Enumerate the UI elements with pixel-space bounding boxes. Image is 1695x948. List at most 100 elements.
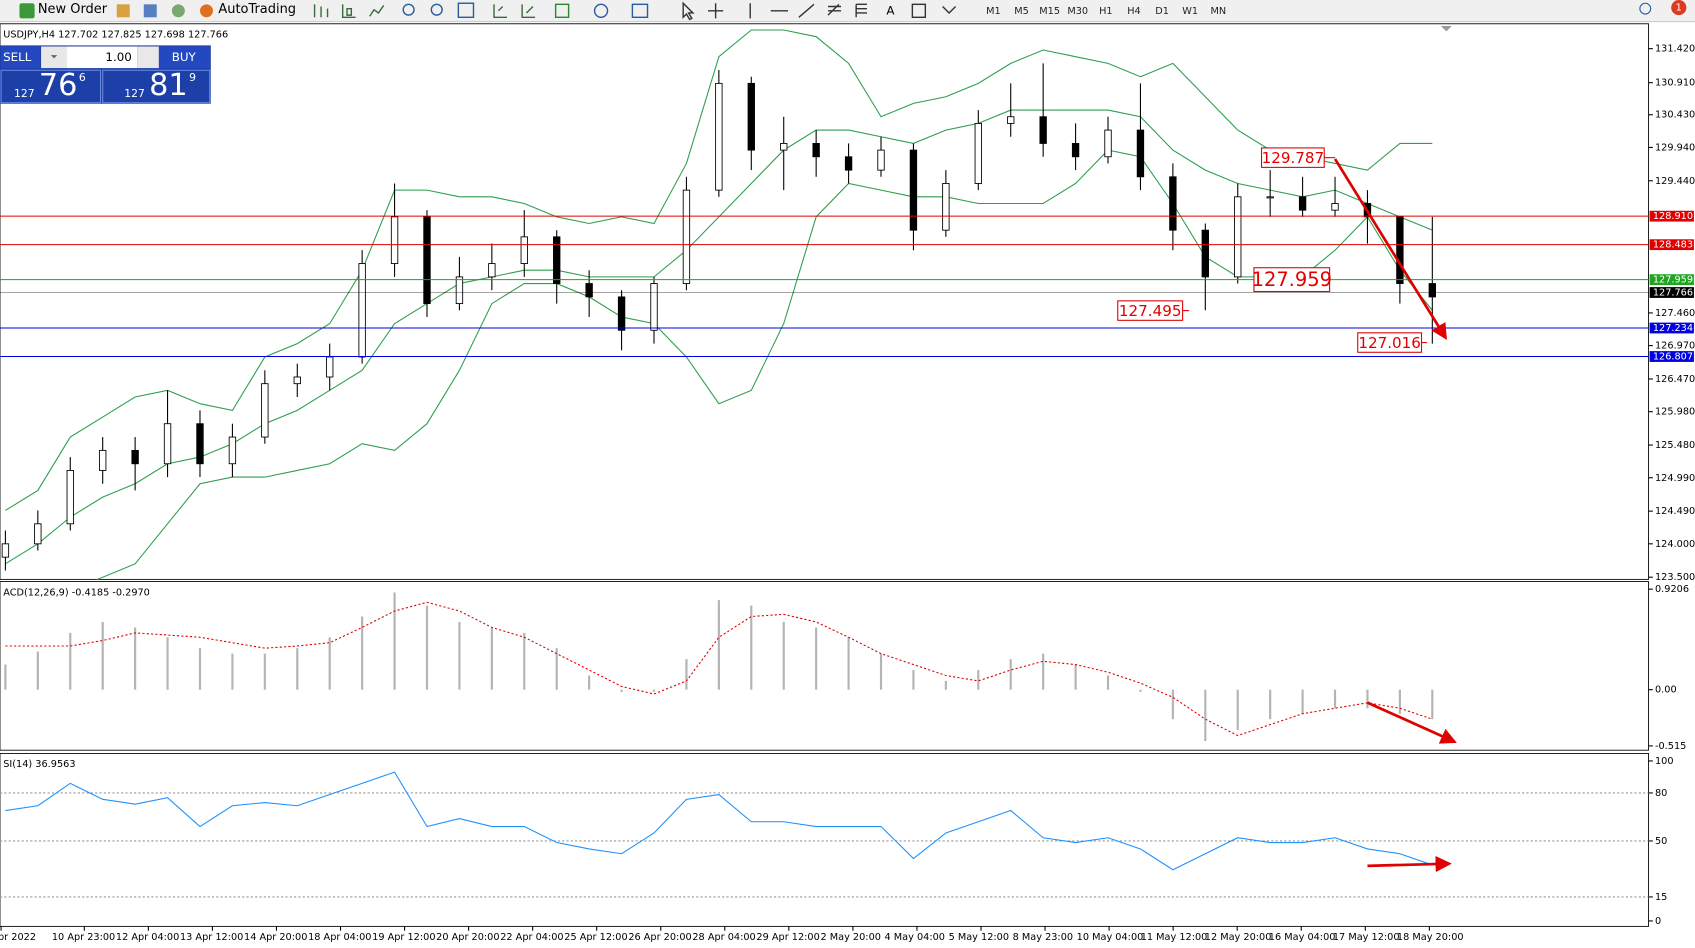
x-tick-label: 12 Apr 04:00 [116, 932, 179, 943]
scroll-icon[interactable] [493, 4, 507, 18]
notification-badge[interactable] [1671, 0, 1687, 16]
macd-bar [361, 616, 364, 690]
price-level-label: 126.807 [1653, 352, 1693, 363]
price-level-label: 127.959 [1653, 275, 1693, 286]
buy-button[interactable] [158, 46, 210, 69]
y-tick-label: 126.470 [1655, 374, 1695, 385]
x-tick-label: 22 Apr 04:00 [500, 932, 563, 943]
annotation-label: 129.787 [1262, 149, 1325, 167]
candle-body [747, 82, 755, 151]
macd-bar [1301, 689, 1304, 714]
toolbar [0, 0, 1695, 22]
macd-bar [1042, 653, 1045, 690]
cursor-icon[interactable] [682, 1, 695, 21]
candle-body [553, 236, 561, 285]
sell-price-big[interactable]: 127 [14, 87, 35, 100]
timeframe-bar: M1 M5 M15 M30 H1 H4 D1 W1 MN [986, 6, 1226, 17]
buy-label[interactable]: BUY [172, 50, 197, 64]
lot-spinner[interactable] [137, 46, 159, 69]
timeframe-button[interactable]: M30 [1067, 6, 1088, 17]
crosshair-icon[interactable] [708, 3, 724, 19]
tile-icon[interactable] [457, 2, 475, 18]
text-label-icon[interactable] [911, 3, 927, 18]
price-level-label: 127.234 [1653, 323, 1693, 334]
dropdown-arrow [50, 55, 58, 59]
timeframe-button[interactable]: H4 [1127, 6, 1141, 17]
y-tick-label: 0.9206 [1655, 584, 1689, 595]
lot-input[interactable] [67, 46, 138, 69]
buy-price-pips[interactable]: 81 [149, 68, 188, 103]
x-tick-label: 18 May 20:00 [1397, 932, 1464, 943]
candle-body [66, 469, 74, 525]
shapes-icon[interactable] [942, 5, 957, 14]
periods-icon[interactable] [593, 3, 609, 18]
toolbar-icon[interactable] [171, 4, 185, 18]
candle-body [1104, 129, 1112, 158]
y-tick-label: 125.480 [1655, 440, 1695, 451]
timeframe-button[interactable]: H1 [1099, 6, 1113, 17]
x-tick-label: 13 Apr 12:00 [180, 932, 243, 943]
sell-price-frac[interactable]: 6 [79, 71, 86, 84]
sell-price-box[interactable] [0, 69, 102, 104]
buy-price-box[interactable] [102, 69, 211, 104]
y-tick-label: 100 [1655, 756, 1674, 767]
bar-chart-icon[interactable] [313, 4, 329, 18]
shift-icon[interactable] [521, 4, 536, 18]
candle-body [99, 449, 107, 471]
macd-bar [912, 670, 915, 690]
autotrading-button[interactable]: AutoTrading [218, 2, 296, 17]
buy-price-frac[interactable]: 9 [189, 71, 196, 84]
candle-body [1201, 229, 1209, 278]
candle-body [909, 149, 918, 231]
candle-body [585, 283, 593, 298]
toolbar-icon[interactable] [143, 4, 157, 18]
panel-content [1, 29, 1436, 580]
indicator-title: ACD(12,26,9) -0.4185 -0.2970 [3, 587, 150, 598]
buy-price-big[interactable]: 127 [124, 87, 145, 100]
sell-label[interactable]: SELL [3, 50, 32, 64]
macd-bar [4, 664, 7, 690]
lot-value[interactable]: 1.00 [105, 50, 131, 64]
line-icon[interactable] [369, 4, 385, 17]
toolbar-icon[interactable] [116, 4, 130, 18]
new-order-icon[interactable] [19, 3, 35, 19]
macd-bar [1009, 659, 1012, 690]
sell-price-pips[interactable]: 76 [39, 68, 78, 103]
y-tick-label: 126.970 [1655, 341, 1695, 352]
macd-bar [652, 689, 656, 692]
candle-body [423, 216, 431, 305]
candle-body [358, 263, 366, 358]
timeframe-button[interactable]: D1 [1155, 6, 1169, 17]
trendline-icon[interactable] [798, 3, 815, 18]
templates-icon[interactable] [631, 3, 649, 18]
timeframe-button[interactable]: M1 [986, 6, 1001, 17]
indicators-icon[interactable] [554, 3, 570, 18]
sell-button[interactable] [1, 46, 40, 69]
channel-icon[interactable] [827, 3, 842, 16]
text-tool-icon[interactable]: A [886, 3, 895, 17]
x-tick-label: 17 May 12:00 [1333, 932, 1400, 943]
macd-bar [101, 621, 104, 690]
candle-body [974, 122, 982, 184]
timeframe-button[interactable]: MN [1210, 6, 1226, 17]
indicator-title: SI(14) 36.9563 [3, 759, 75, 770]
y-tick-label: 124.490 [1655, 506, 1695, 517]
x-tick-label: 2 May 20:00 [820, 932, 880, 943]
candle-icon[interactable] [341, 4, 356, 18]
price-level-tag [1649, 210, 1694, 222]
search-icon[interactable] [1639, 2, 1652, 15]
timeframe-button[interactable]: M15 [1039, 6, 1060, 17]
zoom-out-icon[interactable] [430, 3, 443, 16]
timeframe-button[interactable]: W1 [1182, 6, 1198, 17]
autotrading-icon[interactable] [199, 4, 213, 18]
candle-body [1266, 196, 1274, 199]
timeframe-button[interactable]: M5 [1014, 6, 1029, 17]
zoom-in-icon[interactable] [402, 3, 415, 16]
y-tick-label: 130.430 [1655, 110, 1695, 121]
candle-body [1071, 142, 1080, 158]
macd-bar [69, 632, 72, 690]
fibo-icon[interactable] [855, 3, 867, 18]
annotation-label: 127.016 [1358, 334, 1421, 352]
new-order-button[interactable]: New Order [38, 2, 108, 17]
